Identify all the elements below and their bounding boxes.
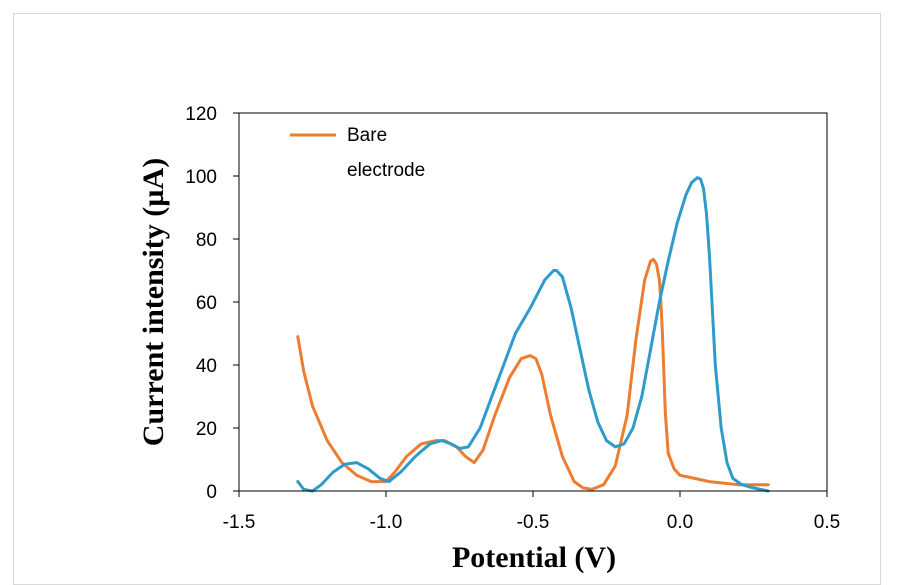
y-tick-label: 80 — [196, 230, 217, 251]
y-tick-label: 20 — [196, 419, 217, 440]
y-tick-label: 100 — [185, 167, 217, 188]
x-tick-label: -1.0 — [370, 512, 403, 533]
legend-label-line2: electrode — [347, 160, 425, 181]
x-tick-label: -0.5 — [517, 512, 550, 533]
y-tick-label: 0 — [206, 482, 217, 503]
x-axis-title: Potential (V) — [452, 541, 616, 573]
legend: Bare electrode — [290, 125, 425, 181]
series-layer — [296, 176, 770, 493]
chart-frame — [13, 13, 881, 585]
y-tick-label: 60 — [196, 293, 217, 314]
y-tick-label: 40 — [196, 356, 217, 377]
x-tick-label: -1.5 — [223, 512, 256, 533]
axes-layer: -1.5 -1.0 -0.5 0.0 0.5 0 20 40 60 80 100 120 — [185, 104, 840, 533]
x-tick-label: 0.0 — [667, 512, 693, 533]
y-tick-label: 120 — [185, 104, 217, 125]
series-line-2 — [296, 176, 770, 493]
legend-label-line1: Bare — [347, 125, 387, 146]
line-chart: -1.5 -1.0 -0.5 0.0 0.5 0 20 40 60 80 100 120 Bare e… — [137, 104, 840, 573]
y-axis-title: Current intensity (µA) — [137, 158, 170, 446]
series-line-1 — [296, 258, 770, 491]
x-tick-label: 0.5 — [814, 512, 840, 533]
